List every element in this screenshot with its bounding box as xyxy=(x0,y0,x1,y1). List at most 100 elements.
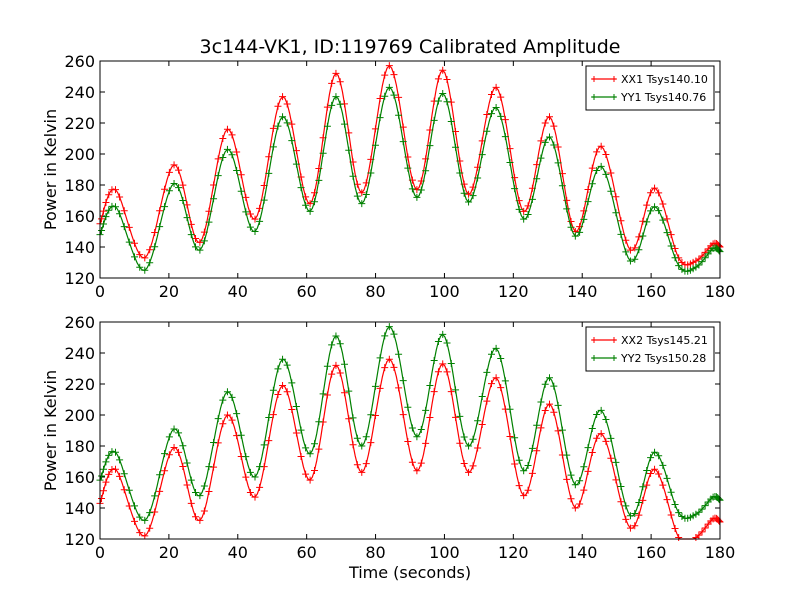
data-point-marker xyxy=(537,154,545,162)
data-point-marker xyxy=(643,201,651,209)
data-point-marker xyxy=(635,233,643,241)
data-point-marker xyxy=(483,110,491,118)
data-point-marker xyxy=(537,398,545,406)
data-point-marker xyxy=(315,445,323,453)
data-point-marker xyxy=(612,209,620,217)
data-point-marker xyxy=(617,498,625,506)
data-point-marker xyxy=(478,151,486,159)
data-point-marker xyxy=(571,504,579,512)
x-tick-label: 180 xyxy=(705,282,736,301)
data-point-marker xyxy=(214,172,222,180)
data-point-marker xyxy=(371,141,379,149)
data-point-marker xyxy=(447,388,455,396)
y-tick-label: 140 xyxy=(64,238,95,257)
data-point-marker xyxy=(643,466,651,474)
data-point-marker xyxy=(580,486,588,494)
series-markers-2 xyxy=(96,323,724,524)
data-point-marker xyxy=(593,166,601,174)
data-point-marker xyxy=(200,482,208,490)
y-tick-label: 160 xyxy=(64,207,95,226)
legend-label: YY2 Tsys150.28 xyxy=(620,352,706,365)
data-point-marker xyxy=(408,185,416,193)
data-point-marker xyxy=(151,243,159,251)
data-point-marker xyxy=(367,169,375,177)
data-point-marker xyxy=(417,186,425,194)
data-point-marker xyxy=(698,258,706,266)
data-point-marker xyxy=(156,487,164,495)
data-point-marker xyxy=(465,198,473,206)
data-point-marker xyxy=(546,113,553,121)
data-point-marker xyxy=(607,434,615,442)
data-point-marker xyxy=(116,472,124,480)
data-point-marker xyxy=(151,228,159,236)
data-point-marker xyxy=(663,496,671,504)
data-point-marker xyxy=(288,120,296,128)
data-point-marker xyxy=(260,196,268,204)
legend-label: XX2 Tsys145.21 xyxy=(621,334,708,347)
data-point-marker xyxy=(506,433,514,441)
data-point-marker xyxy=(297,184,305,192)
data-point-marker xyxy=(187,499,195,507)
data-point-marker xyxy=(417,459,425,467)
data-point-marker xyxy=(242,208,250,216)
data-point-marker xyxy=(102,458,110,466)
data-point-marker xyxy=(233,148,241,156)
data-point-marker xyxy=(483,368,491,376)
data-point-marker xyxy=(647,454,655,462)
data-point-marker xyxy=(413,193,421,201)
data-point-marker xyxy=(102,213,110,221)
data-point-marker xyxy=(439,66,447,74)
x-tick-label: 180 xyxy=(705,543,736,562)
data-point-marker xyxy=(256,204,264,212)
legend-marker xyxy=(611,355,617,361)
data-point-marker xyxy=(353,434,361,442)
data-point-marker xyxy=(622,236,630,244)
data-point-marker xyxy=(376,114,384,122)
data-point-marker xyxy=(170,425,178,433)
data-point-marker xyxy=(607,454,615,462)
data-point-marker xyxy=(584,198,592,206)
data-point-marker xyxy=(165,433,173,441)
x-tick-label: 100 xyxy=(429,282,460,301)
lower-data-series xyxy=(96,323,724,541)
data-point-marker xyxy=(340,120,348,128)
data-point-marker xyxy=(576,500,584,508)
data-point-marker xyxy=(340,389,348,397)
data-point-marker xyxy=(302,201,310,209)
data-point-marker xyxy=(205,463,213,471)
data-point-marker xyxy=(237,431,245,439)
data-point-marker xyxy=(385,355,393,363)
data-point-marker xyxy=(390,330,398,338)
data-point-marker xyxy=(269,386,277,394)
data-point-marker xyxy=(550,141,558,149)
data-point-marker xyxy=(492,344,500,352)
data-point-marker xyxy=(695,508,703,516)
data-point-marker xyxy=(671,501,679,509)
data-point-marker xyxy=(580,215,588,223)
data-point-marker xyxy=(336,369,344,377)
data-point-marker xyxy=(554,143,562,151)
data-point-marker xyxy=(456,169,464,177)
data-point-marker xyxy=(223,125,231,133)
data-point-marker xyxy=(131,239,139,247)
data-point-marker xyxy=(469,435,477,443)
legend-marker xyxy=(591,76,597,82)
data-point-marker xyxy=(655,452,663,460)
data-point-marker xyxy=(465,442,473,450)
data-point-marker xyxy=(501,133,509,141)
data-point-marker xyxy=(98,215,106,223)
data-point-marker xyxy=(667,488,675,496)
data-point-marker xyxy=(223,411,231,419)
data-point-marker xyxy=(376,384,384,392)
data-point-marker xyxy=(283,388,291,396)
data-point-marker xyxy=(125,486,133,494)
data-point-marker xyxy=(165,168,173,176)
data-point-marker xyxy=(478,420,486,428)
data-point-marker xyxy=(214,155,222,163)
data-point-marker xyxy=(196,238,204,246)
data-point-marker xyxy=(597,430,605,438)
data-point-marker xyxy=(404,437,412,445)
data-point-marker xyxy=(404,403,412,411)
data-point-marker xyxy=(478,392,486,400)
data-point-marker xyxy=(381,332,389,340)
